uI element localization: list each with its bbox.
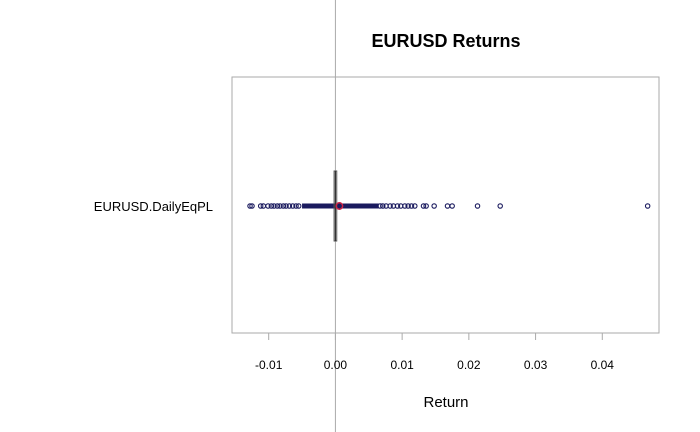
outlier-point bbox=[387, 203, 393, 209]
outlier-point bbox=[405, 203, 411, 209]
outlier-point bbox=[277, 203, 283, 209]
data-marks bbox=[247, 170, 651, 242]
outlier-point bbox=[257, 203, 264, 209]
outlier-point bbox=[408, 203, 415, 209]
outlier-point bbox=[274, 203, 281, 209]
x-tick-label: 0.04 bbox=[591, 358, 615, 372]
outlier-point bbox=[283, 203, 289, 209]
outlier-point bbox=[497, 203, 503, 209]
x-tick-label: -0.01 bbox=[255, 358, 283, 372]
outlier-point bbox=[444, 203, 451, 209]
category-label: EURUSD.DailyEqPL bbox=[94, 199, 213, 214]
x-tick-label: 0.03 bbox=[524, 358, 548, 372]
outlier-point bbox=[295, 203, 302, 209]
outlier-point bbox=[249, 203, 255, 209]
outlier-point bbox=[402, 203, 408, 209]
outlier-point bbox=[293, 203, 299, 209]
outlier-point bbox=[449, 203, 455, 209]
outlier-point bbox=[380, 203, 386, 209]
x-tick-label: 0.01 bbox=[390, 358, 414, 372]
x-tick-label: 0.02 bbox=[457, 358, 481, 372]
chart-title: EURUSD Returns bbox=[371, 31, 520, 51]
outlier-point bbox=[271, 203, 277, 209]
outlier-point bbox=[268, 203, 275, 209]
outlier-point bbox=[412, 203, 418, 209]
outlier-point bbox=[474, 203, 481, 209]
plot-frame bbox=[231, 76, 660, 334]
mean-marker bbox=[335, 202, 344, 210]
outlier-point bbox=[265, 203, 271, 209]
outlier-point bbox=[289, 203, 296, 209]
outlier-point bbox=[394, 203, 401, 209]
outlier-point bbox=[286, 203, 293, 209]
outlier-point bbox=[280, 203, 287, 209]
outlier-point bbox=[644, 203, 651, 209]
outlier-point bbox=[420, 203, 427, 209]
outlier-point bbox=[247, 203, 253, 209]
x-tick-label: 0.00 bbox=[324, 358, 348, 372]
x-axis: -0.01 0.00 0.01 0.02 0.03 0.04 bbox=[255, 333, 614, 372]
outlier-point bbox=[431, 203, 437, 209]
x-axis-label: Return bbox=[423, 394, 468, 411]
outlier-point bbox=[377, 203, 383, 209]
outlier-point bbox=[423, 203, 429, 209]
